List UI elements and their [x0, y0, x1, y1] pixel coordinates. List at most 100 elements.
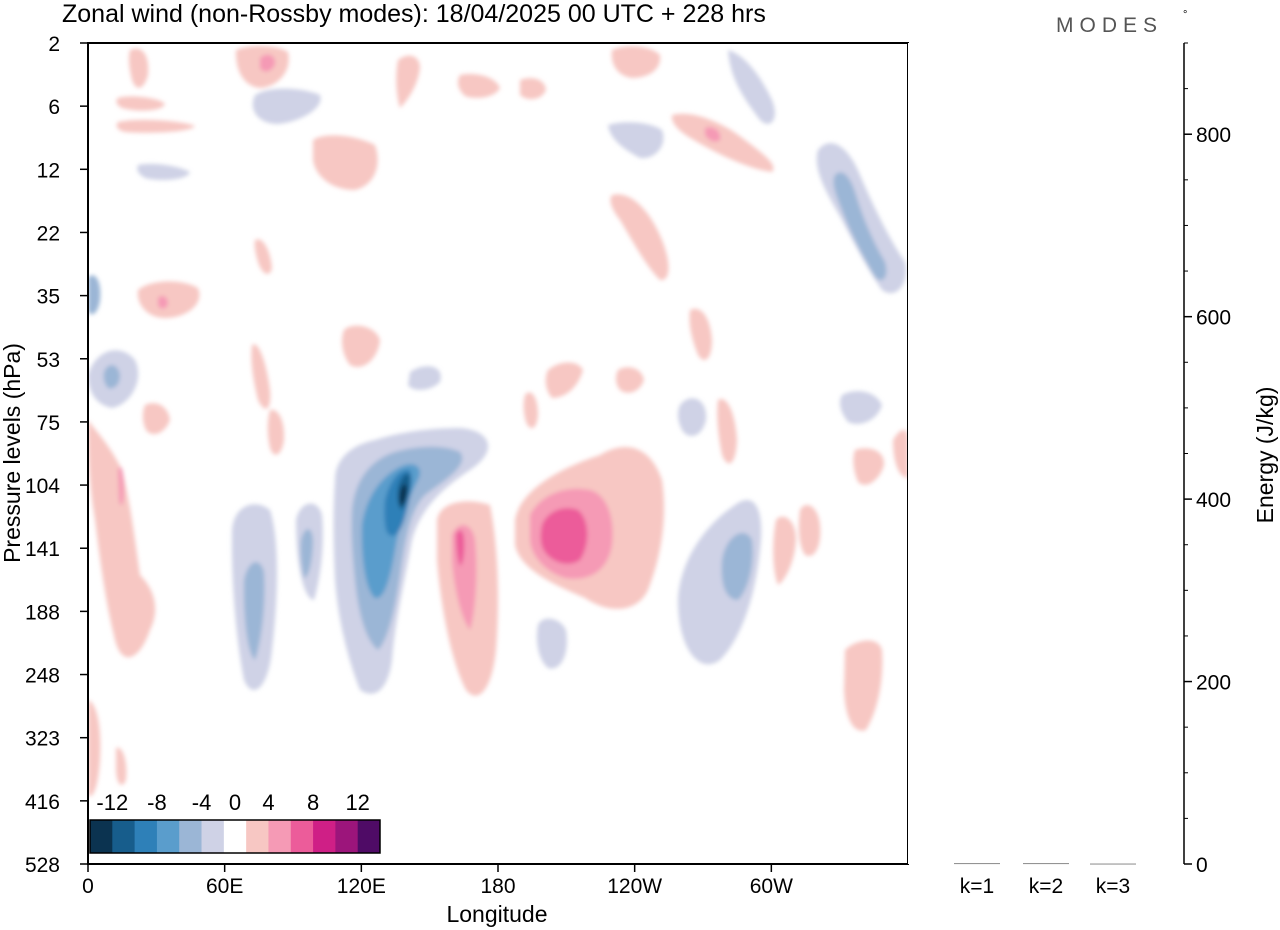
colorbar-swatch — [223, 820, 247, 853]
brand-logo-mark: ° — [1183, 9, 1187, 21]
contour-field — [88, 46, 908, 797]
contour-pos-l3 — [540, 508, 588, 564]
wind-panel: 0 60E 120E 180 120W 60W 2 6 12 22 35 53 75 104 141 188 2… — [25, 33, 909, 898]
contour-neg-upper3 — [728, 50, 775, 124]
contour-pos-upper3 — [611, 46, 661, 78]
contour-pos-se — [853, 448, 885, 485]
contour-pos-blob8 — [689, 308, 712, 360]
plot-background — [88, 43, 908, 864]
energy-category-label: k=3 — [1096, 875, 1130, 898]
energy-bar — [954, 863, 1000, 865]
brand-logo: MODES — [1056, 14, 1163, 37]
contour-pos-175e-l3 — [456, 530, 465, 566]
contour-pos-blob7 — [523, 392, 538, 429]
colorbar-swatch — [357, 820, 381, 853]
x-tick-label: 60W — [750, 875, 793, 898]
contour-pos-blob4 — [142, 403, 170, 435]
contour-pos-upper11 — [254, 239, 272, 274]
colorbar-tick-label: -12 — [96, 790, 128, 815]
contour-neg-upper2 — [608, 122, 664, 159]
colorbar: -12 -8 -4 0 4 8 12 — [89, 790, 381, 854]
colorbar-swatch — [90, 820, 113, 853]
y-tick-label: 75 — [37, 412, 60, 435]
contour-pos-upper9 — [520, 78, 546, 100]
y-tick-label: 416 — [25, 791, 60, 814]
contour-pos-upper5 — [610, 194, 669, 281]
y-tick-label: 6 — [48, 96, 60, 119]
y-tick-label: 104 — [25, 475, 60, 498]
contour-neg-west-53-l2 — [103, 365, 120, 389]
x-tick-label: 60E — [206, 875, 243, 898]
contour-pos-upper10 — [396, 55, 420, 108]
contour-pos-upper4-l2 — [705, 127, 721, 142]
contour-pos-50w2 — [773, 516, 796, 585]
energy-tick-label: 600 — [1196, 307, 1231, 330]
contour-neg-blob1 — [536, 618, 567, 669]
x-tick-label: 120E — [337, 875, 386, 898]
colorbar-tick-label: -8 — [147, 790, 167, 815]
energy-tick-label: 0 — [1196, 854, 1208, 877]
contour-pos-upper6 — [116, 96, 165, 111]
energy-axis-ticks: 0 200 400 600 800 — [1184, 42, 1231, 877]
colorbar-swatch — [201, 820, 225, 853]
energy-panel: k=1 k=2 k=3 0 200 400 600 800 — [908, 42, 1231, 898]
contour-pos-west-lower — [88, 700, 101, 797]
y-tick-label: 248 — [25, 665, 60, 688]
contour-pos-sw — [844, 640, 883, 731]
y-tick-label: 53 — [37, 349, 60, 372]
contour-pos-50w — [798, 505, 821, 556]
colorbar-tick-label: 4 — [262, 790, 274, 815]
contour-pos-blob9 — [717, 399, 737, 464]
contour-pos-blob6 — [267, 409, 285, 455]
contour-pos-blob5 — [251, 344, 271, 409]
y-tick-label: 12 — [37, 159, 60, 182]
contour-pos-35-west — [137, 281, 200, 318]
colorbar-swatch — [268, 820, 292, 853]
y-tick-label: 2 — [48, 33, 60, 56]
energy-tick-label: 400 — [1196, 489, 1231, 512]
contour-neg-ne-band-l2 — [833, 172, 887, 281]
x-axis-label: Longitude — [446, 901, 547, 927]
contour-pos-blob3 — [615, 367, 644, 393]
chart-title: Zonal wind (non-Rossby modes): 18/04/202… — [62, 0, 766, 28]
contour-pos-west — [88, 420, 156, 658]
contour-neg-95e-l2 — [300, 529, 313, 578]
contour-neg-blob3 — [408, 366, 441, 390]
colorbar-tick-label: 12 — [345, 790, 369, 815]
x-tick-label: 120W — [607, 875, 662, 898]
colorbar-swatch — [290, 820, 314, 853]
contour-neg-upper4 — [137, 163, 190, 180]
colorbar-tick-label: 0 — [229, 790, 241, 815]
contour-pos-east-edge — [893, 429, 908, 478]
colorbar-swatch — [313, 820, 336, 853]
y-tick-label: 35 — [37, 286, 60, 309]
contour-neg-60e-l2 — [243, 562, 265, 660]
main-axis-ticks: 0 60E 120E 180 120W 60W 2 6 12 22 35 53 75 104 141 188 2… — [25, 33, 793, 898]
energy-plot-background — [908, 43, 1184, 864]
colorbar-swatch — [112, 820, 136, 853]
energy-bar — [1090, 863, 1136, 865]
energy-bar — [1023, 863, 1069, 865]
x-tick-label: 180 — [480, 875, 515, 898]
colorbar-frame — [89, 819, 381, 854]
contour-pos-blob1 — [342, 325, 380, 368]
energy-tick-label: 200 — [1196, 672, 1231, 695]
contour-pos-west-lower2 — [116, 747, 127, 785]
energy-axis-label: Energy (J/kg) — [1252, 387, 1278, 524]
y-tick-label: 141 — [25, 538, 60, 561]
contour-pos-35-west-l2 — [158, 296, 168, 309]
colorbar-swatch — [335, 820, 359, 853]
contour-pos-upper7 — [116, 119, 195, 133]
contour-pos-blob2 — [545, 362, 583, 398]
contour-neg-70w-l2 — [721, 532, 753, 600]
colorbar-tick-label: -4 — [192, 790, 212, 815]
x-tick-label: 0 — [82, 875, 94, 898]
y-axis-label: Pressure levels (hPa) — [0, 343, 25, 563]
energy-category-label: k=1 — [960, 875, 994, 898]
colorbar-swatch — [134, 820, 158, 853]
energy-category-label: k=2 — [1029, 875, 1063, 898]
contour-neg-blob2 — [677, 398, 707, 436]
contour-pos-upper1-l2 — [260, 54, 276, 72]
y-tick-label: 323 — [25, 728, 60, 751]
